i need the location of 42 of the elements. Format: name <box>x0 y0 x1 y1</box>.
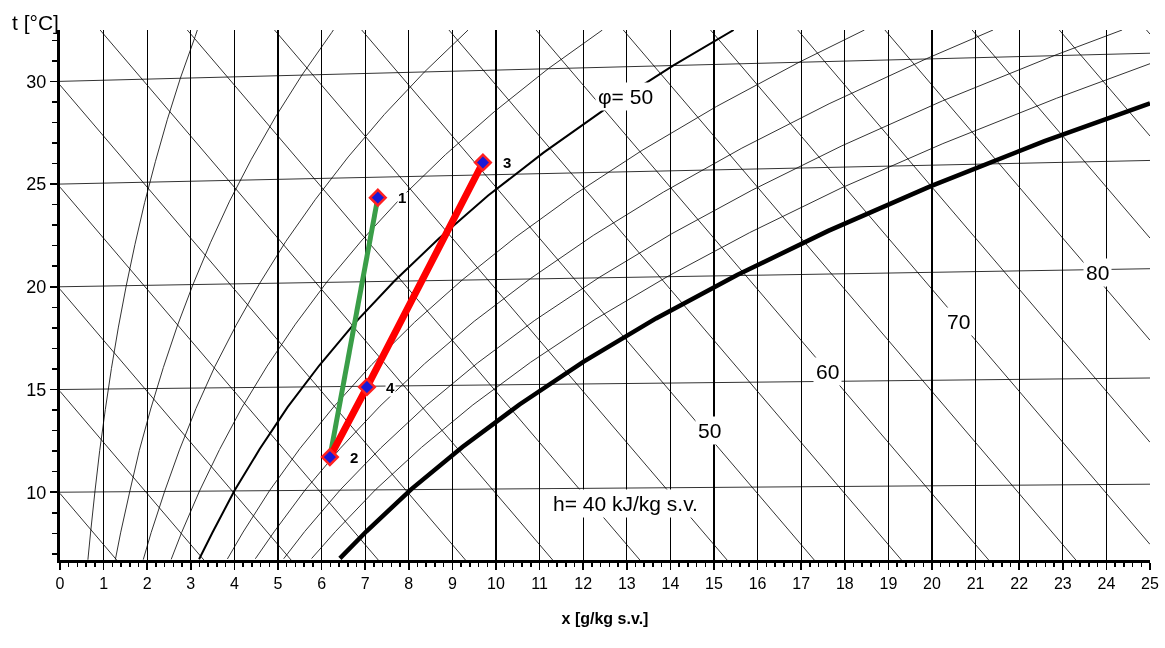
y-tick-label: 20 <box>26 277 47 298</box>
x-tick-label: 16 <box>748 575 767 593</box>
x-tick-label: 6 <box>317 575 327 593</box>
annotation: 60 <box>816 360 840 383</box>
x-tick-label: 9 <box>447 575 457 593</box>
x-tick-label: 8 <box>404 575 414 593</box>
y-tick-label: 25 <box>26 174 47 195</box>
x-tick-label: 11 <box>531 575 549 593</box>
x-tick-label: 23 <box>1053 575 1072 593</box>
annotation: h= 40 kJ/kg s.v. <box>553 492 698 515</box>
annotation: 3 <box>503 154 512 171</box>
annotation: 4 <box>386 379 395 396</box>
annotation: 80 <box>1086 261 1110 284</box>
x-tick-label: 4 <box>229 575 239 593</box>
y-tick-label: 15 <box>26 379 47 400</box>
x-tick-label: 19 <box>879 575 898 593</box>
x-tick-label: 18 <box>835 575 854 593</box>
x-axis-title: x [g/kg s.v.] <box>561 609 649 627</box>
x-tick-label: 12 <box>574 575 593 593</box>
x-tick-label: 22 <box>1010 575 1029 593</box>
x-tick-label: 24 <box>1097 575 1116 593</box>
x-tick-label: 0 <box>55 575 65 593</box>
x-tick-label: 14 <box>661 575 680 593</box>
x-tick-label: 20 <box>923 575 941 593</box>
annotation: 2 <box>350 449 359 466</box>
x-tick-label: 13 <box>617 575 636 593</box>
x-tick-label: 7 <box>360 575 370 593</box>
annotation: 50 <box>698 419 722 442</box>
x-tick-label: 17 <box>792 575 811 593</box>
x-tick-label: 25 <box>1141 575 1159 593</box>
y-tick-label: 30 <box>26 71 47 92</box>
y-axis-title: t [°C] <box>12 11 59 34</box>
annotation: 70 <box>947 310 971 333</box>
x-tick-label: 1 <box>99 575 109 593</box>
annotation: φ= 50 <box>598 85 654 108</box>
x-tick-label: 10 <box>487 575 505 593</box>
x-tick-label: 21 <box>966 575 985 593</box>
x-tick-label: 15 <box>705 575 723 593</box>
x-tick-label: 5 <box>273 575 283 593</box>
y-tick-label: 10 <box>26 482 47 503</box>
x-tick-label: 3 <box>186 575 196 593</box>
x-tick-label: 2 <box>142 575 152 593</box>
